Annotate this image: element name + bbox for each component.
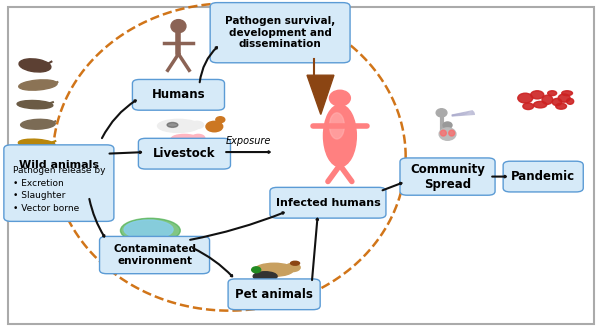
Ellipse shape — [19, 80, 57, 90]
FancyBboxPatch shape — [503, 161, 583, 192]
Ellipse shape — [206, 121, 223, 132]
Ellipse shape — [439, 128, 456, 140]
Ellipse shape — [167, 122, 178, 127]
Ellipse shape — [558, 94, 570, 102]
Text: Livestock: Livestock — [153, 147, 215, 160]
Ellipse shape — [171, 134, 198, 144]
Ellipse shape — [449, 130, 455, 136]
FancyBboxPatch shape — [270, 187, 386, 218]
Ellipse shape — [290, 261, 299, 265]
Ellipse shape — [329, 90, 350, 106]
Ellipse shape — [552, 98, 562, 106]
Ellipse shape — [19, 139, 55, 149]
Text: Pathogen survival,
development and
dissemination: Pathogen survival, development and disse… — [225, 16, 335, 49]
Ellipse shape — [121, 218, 180, 243]
Ellipse shape — [323, 105, 356, 167]
FancyBboxPatch shape — [8, 7, 594, 324]
Ellipse shape — [19, 59, 51, 72]
Ellipse shape — [436, 109, 447, 117]
Text: Pathogen release by
• Excretion
• Slaughter
• Vector borne: Pathogen release by • Excretion • Slaugh… — [13, 166, 105, 213]
Ellipse shape — [566, 98, 574, 104]
Ellipse shape — [500, 83, 586, 123]
Ellipse shape — [329, 113, 344, 139]
Text: Infected humans: Infected humans — [275, 198, 380, 208]
FancyBboxPatch shape — [400, 158, 495, 195]
Ellipse shape — [518, 93, 533, 103]
Ellipse shape — [440, 130, 446, 136]
Ellipse shape — [530, 91, 544, 99]
Text: Exposure: Exposure — [226, 136, 271, 146]
Text: Wild animals: Wild animals — [19, 160, 99, 170]
Text: Community
Spread: Community Spread — [410, 163, 485, 191]
Ellipse shape — [191, 134, 205, 142]
Ellipse shape — [542, 95, 553, 104]
FancyBboxPatch shape — [210, 3, 350, 63]
Text: Pet animals: Pet animals — [235, 288, 313, 301]
Ellipse shape — [17, 100, 53, 109]
FancyBboxPatch shape — [100, 236, 209, 274]
Text: Contaminated
environment: Contaminated environment — [113, 244, 196, 266]
Polygon shape — [307, 75, 334, 114]
FancyBboxPatch shape — [133, 79, 224, 110]
Ellipse shape — [124, 220, 173, 239]
Ellipse shape — [190, 121, 203, 129]
Ellipse shape — [20, 119, 55, 129]
Ellipse shape — [253, 272, 277, 281]
Ellipse shape — [158, 119, 199, 132]
Ellipse shape — [548, 91, 557, 95]
FancyBboxPatch shape — [4, 145, 114, 221]
Ellipse shape — [216, 117, 225, 123]
Ellipse shape — [533, 101, 547, 108]
Ellipse shape — [171, 20, 186, 33]
Ellipse shape — [254, 263, 293, 276]
Ellipse shape — [562, 91, 572, 95]
Text: Humans: Humans — [152, 88, 205, 101]
Ellipse shape — [523, 103, 533, 110]
Text: Pandemic: Pandemic — [511, 170, 575, 183]
Ellipse shape — [443, 122, 452, 129]
Ellipse shape — [285, 264, 300, 271]
FancyBboxPatch shape — [228, 279, 320, 310]
Ellipse shape — [556, 103, 566, 109]
FancyBboxPatch shape — [139, 138, 230, 169]
Ellipse shape — [252, 267, 260, 273]
